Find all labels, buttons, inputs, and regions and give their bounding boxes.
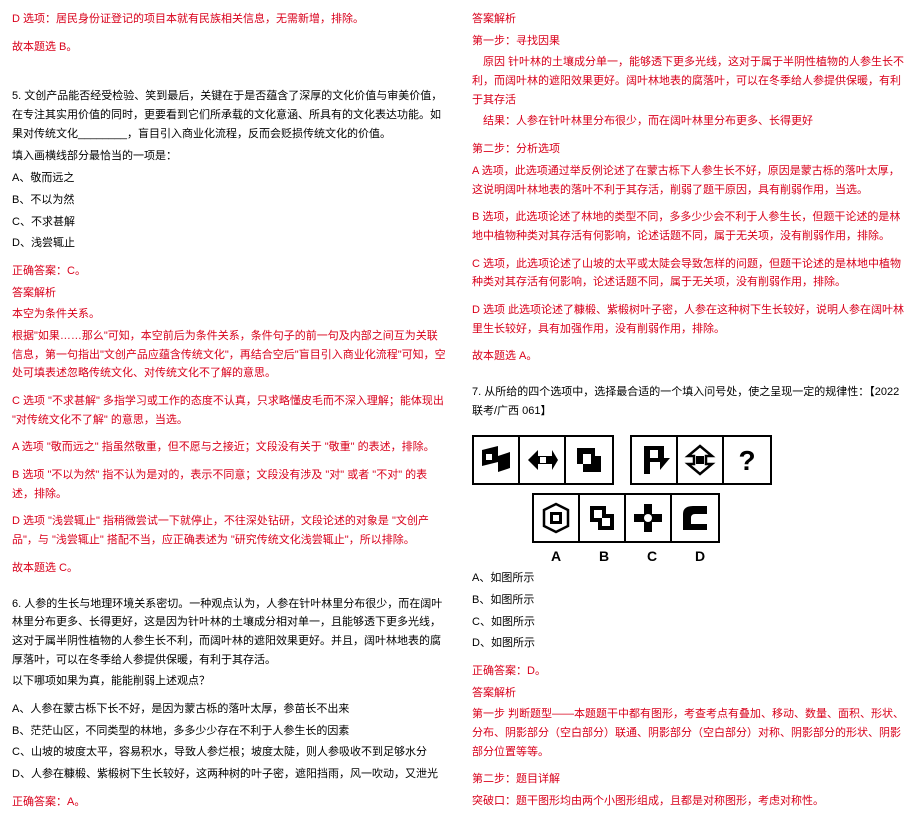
r-conclusion: 故本题选 A。	[472, 347, 908, 366]
q5-opt-a: A、敬而远之	[12, 169, 448, 188]
q5-stem: 5. 文创产品能否经受检验、笑到最后，关键在于是否蕴含了深厚的文化价值与审美价值…	[12, 87, 448, 143]
opt-fig-c	[626, 495, 672, 541]
opt-d-expl: D 选项：居民身份证登记的项目本就有民族相关信息，无需新增，排除。	[12, 10, 448, 29]
opt-fig-a	[534, 495, 580, 541]
q6-answer: 正确答案：A。	[12, 793, 448, 812]
opt-fig-b	[580, 495, 626, 541]
opt-label-b: B	[580, 545, 628, 569]
left-column: D 选项：居民身份证登记的项目本就有民族相关信息，无需新增，排除。 故本题选 B…	[12, 10, 448, 814]
q5-expl-5: D 选项 "浅尝辄止" 指稍微尝试一下就停止，不往深处钻研，文段论述的对象是 "…	[12, 512, 448, 549]
q5-expl-2: C 选项 "不求甚解" 多指学习或工作的态度不认真，只求略懂皮毛而不深入理解；能…	[12, 392, 448, 429]
q5-answer: 正确答案：C。	[12, 262, 448, 281]
option-figures	[532, 493, 720, 543]
fig-1-3	[566, 437, 612, 483]
right-column: 答案解析 第一步：寻找因果 原因 针叶林的土壤成分单一，能够透下更多光线，这对于…	[472, 10, 908, 814]
q6-opt-d: D、人参在糠椴、紫椴树下生长较好，这两种树的叶子密，遮阳挡雨，风一吹动，又泄光	[12, 765, 448, 784]
q7-expl-2: 第二步：题目详解	[472, 770, 908, 789]
fig-1-1	[474, 437, 520, 483]
q6-stem: 6. 人参的生长与地理环境关系密切。一种观点认为，人参在针叶林里分布很少，而在阔…	[12, 595, 448, 670]
q5-opt-c: C、不求甚解	[12, 213, 448, 232]
q5-relation: 本空为条件关系。	[12, 305, 448, 324]
q5-expl-3: A 选项 "敬而远之" 指虽然敬重，但不愿与之接近；文段没有关于 "敬重" 的表…	[12, 438, 448, 457]
q5-ask: 填入画横线部分最恰当的一项是：	[12, 147, 448, 166]
q5-jx-label: 答案解析	[12, 284, 448, 303]
fig-1-2	[520, 437, 566, 483]
r-step2-a: A 选项，此选项通过举反例论述了在蒙古栎下人参生长不好，原因是蒙古栎的落叶太厚，…	[472, 162, 908, 199]
q7-jx-label: 答案解析	[472, 684, 908, 703]
q7-opt-a: A、如图所示	[472, 569, 908, 588]
opt-fig-d	[672, 495, 718, 541]
conclusion-b: 故本题选 B。	[12, 38, 448, 57]
q7-opt-d: D、如图所示	[472, 634, 908, 653]
q7-figure-options: A B C D	[532, 493, 908, 569]
q5-expl-1: 根据"如果……那么"可知，本空前后为条件关系，条件句子的前一句及内部之间互为关联…	[12, 327, 448, 383]
q6-opt-c: C、山坡的坡度太平，容易积水，导致人参烂根；坡度太陡，则人参吸收不到足够水分	[12, 743, 448, 762]
q5-expl-4: B 选项 "不以为然" 指不认为是对的，表示不同意；文段没有涉及 "对" 或者 …	[12, 466, 448, 503]
opt-label-c: C	[628, 545, 676, 569]
figure-set-2: ?	[630, 435, 772, 485]
fig-2-3: ?	[724, 437, 770, 483]
q7-expl-3: 突破口：题干图形均由两个小图形组成，且都是对称图形，考虑对称性。	[472, 792, 908, 811]
q7-figure-row1: ?	[472, 435, 908, 485]
q5-opt-d: D、浅尝辄止	[12, 234, 448, 253]
r-jx-label: 答案解析	[472, 10, 908, 29]
q5-opt-b: B、不以为然	[12, 191, 448, 210]
q6-ask: 以下哪项如果为真，能能削弱上述观点？	[12, 672, 448, 691]
figure-set-1	[472, 435, 614, 485]
opt-label-a: A	[532, 545, 580, 569]
fig-2-1	[632, 437, 678, 483]
q5-conclusion: 故本题选 C。	[12, 559, 448, 578]
r-step1-a: 原因 针叶林的土壤成分单一，能够透下更多光线，这对于属于半阴性植物的人参生长不利…	[472, 53, 908, 109]
r-step1-title: 第一步：寻找因果	[472, 32, 908, 51]
r-step2-b: B 选项，此选项论述了林地的类型不同，多多少少会不利于人参生长，但题干论述的是林…	[472, 208, 908, 245]
r-step1-b: 结果：人参在针叶林里分布很少，而在阔叶林里分布更多、长得更好	[472, 112, 908, 131]
r-step2-title: 第二步：分析选项	[472, 140, 908, 159]
r-step2-d: D 选项 此选项论述了糠椴、紫椴树叶子密，人参在这种树下生长较好，说明人参在阔叶…	[472, 301, 908, 338]
opt-label-d: D	[676, 545, 724, 569]
q7-stem: 7. 从所给的四个选项中，选择最合适的一个填入问号处，使之呈现一定的规律性：【2…	[472, 383, 908, 420]
fig-2-2	[678, 437, 724, 483]
r-step2-c: C 选项，此选项论述了山坡的太平或太陡会导致怎样的问题，但题干论述的是林地中植物…	[472, 255, 908, 292]
q7-opt-c: C、如图所示	[472, 613, 908, 632]
q6-opt-b: B、茫茫山区，不同类型的林地，多多少少存在不利于人参生长的因素	[12, 722, 448, 741]
question-mark-icon: ?	[738, 437, 755, 485]
q6-opt-a: A、人参在蒙古栎下长不好，是因为蒙古栎的落叶太厚，参苗长不出来	[12, 700, 448, 719]
q7-expl-1: 第一步 判断题型——本题题干中都有图形，考查考点有叠加、移动、数量、面积、形状、…	[472, 705, 908, 761]
q7-opt-b: B、如图所示	[472, 591, 908, 610]
q7-answer: 正确答案：D。	[472, 662, 908, 681]
